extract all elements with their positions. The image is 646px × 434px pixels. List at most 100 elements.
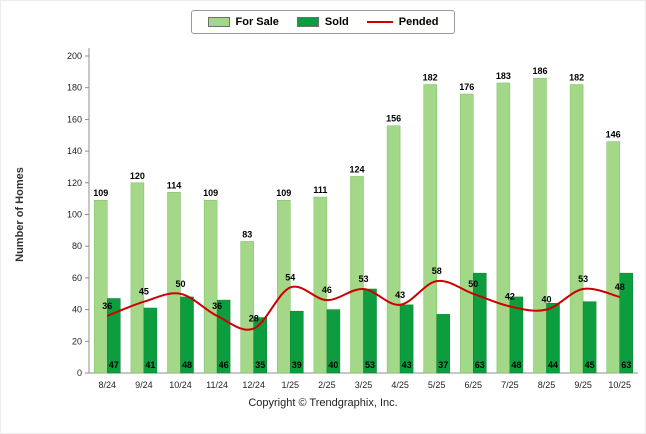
sold-value-label: 46 xyxy=(219,360,229,370)
y-axis-title: Number of Homes xyxy=(14,167,26,262)
x-axis-label: 4/25 xyxy=(391,380,409,390)
bar-for-sale xyxy=(277,199,291,374)
bar-sold xyxy=(253,317,267,374)
legend-item-sold: Sold xyxy=(296,16,349,28)
x-axis-label: 8/25 xyxy=(538,380,556,390)
for-sale-value-label: 183 xyxy=(496,71,511,81)
bar-for-sale xyxy=(569,84,584,374)
for-sale-value-label: 109 xyxy=(203,188,218,198)
pended-value-label: 58 xyxy=(432,266,442,276)
bar-for-sale xyxy=(423,84,437,374)
bar-sold xyxy=(582,301,597,374)
x-axis-label: 3/25 xyxy=(355,380,373,390)
x-axis-label: 6/25 xyxy=(465,380,483,390)
y-tick-label: 100 xyxy=(67,210,82,220)
sold-value-label: 41 xyxy=(145,360,155,370)
bar-sold xyxy=(399,304,414,374)
y-tick-label: 180 xyxy=(67,83,82,93)
sold-value-label: 53 xyxy=(365,360,375,370)
y-tick-label: 20 xyxy=(72,336,82,346)
sold-value-label: 43 xyxy=(402,360,412,370)
legend-label-sold: Sold xyxy=(324,16,349,28)
y-tick-label: 80 xyxy=(72,241,82,251)
x-axis-label: 10/25 xyxy=(608,380,631,390)
bar-sold xyxy=(363,288,377,374)
bar-for-sale xyxy=(313,196,328,374)
y-tick-label: 140 xyxy=(67,146,82,156)
bar-for-sale xyxy=(130,182,145,374)
pended-swatch-icon xyxy=(366,21,393,23)
pended-value-label: 53 xyxy=(578,274,588,284)
y-tick-label: 60 xyxy=(72,273,82,283)
bar-sold xyxy=(546,303,560,374)
pended-value-label: 46 xyxy=(322,285,332,295)
bar-sold xyxy=(107,298,121,374)
y-tick-label: 160 xyxy=(67,114,82,124)
x-axis-label: 9/25 xyxy=(574,380,592,390)
pended-value-label: 36 xyxy=(102,301,112,311)
y-tick-label: 0 xyxy=(77,368,82,378)
for-sale-value-label: 176 xyxy=(459,82,474,92)
bar-sold xyxy=(436,314,450,374)
pended-value-label: 42 xyxy=(505,291,515,301)
x-axis-label: 5/25 xyxy=(428,380,446,390)
bar-sold xyxy=(509,296,524,374)
sold-value-label: 63 xyxy=(475,360,485,370)
for-sale-value-label: 124 xyxy=(349,164,364,174)
sold-value-label: 37 xyxy=(438,360,448,370)
legend-label-pended: Pended xyxy=(398,16,439,28)
bar-for-sale xyxy=(240,241,254,374)
legend-row: For Sale Sold Pended xyxy=(1,1,645,34)
y-tick-label: 200 xyxy=(67,51,82,61)
bar-sold xyxy=(290,310,304,374)
sold-value-label: 40 xyxy=(328,360,338,370)
pended-value-label: 50 xyxy=(468,279,478,289)
homes-bar-line-chart: 0 20 40 60 80 100 120 140 160 180 200 109 47 8/24 120 4… xyxy=(14,48,638,390)
bar-sold xyxy=(619,272,633,374)
for-sale-value-label: 114 xyxy=(167,180,182,190)
sold-value-label: 44 xyxy=(548,360,558,370)
bar-for-sale xyxy=(460,93,474,374)
pended-line xyxy=(106,279,620,331)
sold-value-label: 35 xyxy=(255,360,265,370)
sold-value-label: 45 xyxy=(585,360,595,370)
x-axis-label: 10/24 xyxy=(169,380,192,390)
bar-sold xyxy=(143,307,158,374)
pended-value-label: 45 xyxy=(139,287,149,297)
for-sale-value-label: 182 xyxy=(569,73,584,83)
for-sale-value-label: 111 xyxy=(313,185,327,195)
sold-value-label: 39 xyxy=(292,360,302,370)
y-tick-label: 40 xyxy=(72,305,82,315)
legend-item-pended: Pended xyxy=(366,16,439,28)
for-sale-value-label: 109 xyxy=(93,188,108,198)
x-axis-label: 12/24 xyxy=(242,380,265,390)
legend-item-for-sale: For Sale xyxy=(207,16,279,28)
pended-value-label: 48 xyxy=(615,282,625,292)
for-sale-value-label: 109 xyxy=(276,188,291,198)
sold-value-label: 48 xyxy=(182,360,192,370)
pended-value-label: 40 xyxy=(541,295,551,305)
pended-value-label: 50 xyxy=(175,279,185,289)
bar-for-sale xyxy=(606,141,620,374)
bar-for-sale xyxy=(167,192,181,374)
for-sale-swatch-icon xyxy=(207,17,230,27)
for-sale-value-label: 120 xyxy=(130,171,145,181)
y-tick-label: 120 xyxy=(67,178,82,188)
bar-for-sale xyxy=(496,82,511,374)
bar-for-sale xyxy=(533,77,547,374)
for-sale-value-label: 83 xyxy=(242,229,252,239)
sold-swatch-icon xyxy=(296,17,319,27)
copyright-text: Copyright © Trendgraphix, Inc. xyxy=(248,397,398,409)
sold-value-label: 47 xyxy=(109,360,119,370)
bar-for-sale xyxy=(350,176,364,374)
bar-for-sale xyxy=(94,199,108,374)
pended-value-label: 28 xyxy=(249,314,259,324)
x-axis-label: 9/24 xyxy=(135,380,153,390)
x-axis-label: 8/24 xyxy=(99,380,117,390)
for-sale-value-label: 182 xyxy=(423,73,438,83)
x-axis-label: 2/25 xyxy=(318,380,336,390)
pended-value-label: 53 xyxy=(358,274,368,284)
pended-value-label: 43 xyxy=(395,290,405,300)
bar-for-sale xyxy=(203,199,218,374)
